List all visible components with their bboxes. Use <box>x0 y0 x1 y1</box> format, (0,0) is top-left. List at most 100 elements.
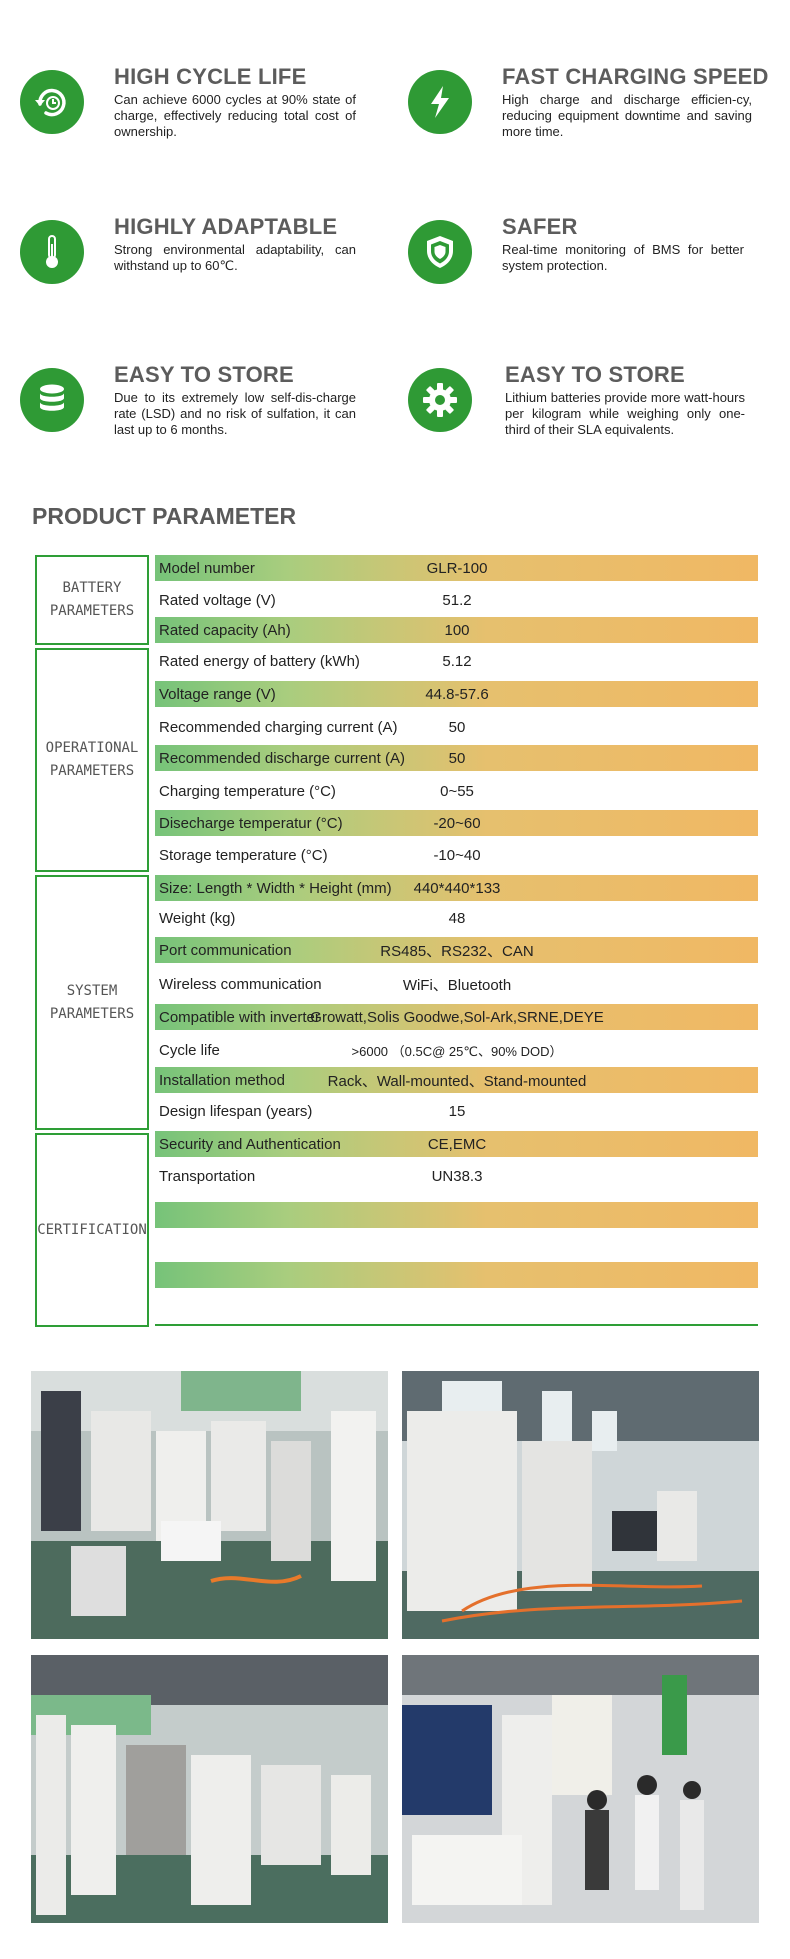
feature-high-cycle-life: HIGH CYCLE LIFE Can achieve 6000 cycles … <box>20 64 390 190</box>
param-value: -20~60 <box>433 814 481 832</box>
param-row: Voltage range (V) 44.8-57.6 <box>155 681 758 707</box>
thermometer-icon <box>20 220 84 284</box>
param-label: Recommended charging current (A) <box>159 718 398 736</box>
param-label: Disecharge temperatur (°C) <box>159 814 343 832</box>
group-label-line1: CERTIFICATION <box>37 1221 147 1238</box>
param-value: Growatt,Solis Goodwe,Sol-Ark,SRNE,DEYE <box>310 1008 604 1026</box>
cycle-clock-icon <box>20 70 84 134</box>
param-value: 0~55 <box>440 782 474 800</box>
feature-title: HIGH CYCLE LIFE <box>114 64 307 89</box>
param-value: >6000 （0.5C@ 25℃、90% DOD） <box>351 1043 563 1059</box>
feature-title: SAFER <box>502 214 578 239</box>
param-row-empty <box>155 1202 758 1228</box>
gear-icon <box>408 368 472 432</box>
param-value: 50 <box>448 749 466 767</box>
param-label: Charging temperature (°C) <box>159 782 336 800</box>
param-label: Rated voltage (V) <box>159 591 276 609</box>
param-row: Charging temperature (°C) 0~55 <box>155 778 758 804</box>
param-value: 100 <box>444 621 470 639</box>
param-label: Transportation <box>159 1167 256 1185</box>
param-label: Cycle life <box>159 1041 220 1059</box>
feature-title: EASY TO STORE <box>505 362 685 387</box>
param-value: 15 <box>448 1102 466 1120</box>
factory-photo-3 <box>31 1655 388 1923</box>
group-label-line2: PARAMETERS <box>49 603 135 619</box>
param-value: Rack、Wall-mounted、Stand-mounted <box>327 1072 587 1090</box>
feature-safer: SAFER Real-time monitoring of BMS for be… <box>408 214 778 340</box>
lightning-icon <box>408 70 472 134</box>
param-value: 50 <box>448 718 466 736</box>
factory-photo-2 <box>402 1371 759 1639</box>
param-row: Rated energy of battery (kWh) 5.12 <box>155 648 758 674</box>
feature-text: Due to its extremely low self-dis-charge… <box>114 390 356 437</box>
param-value: CE,EMC <box>427 1135 487 1153</box>
feature-title: HIGHLY ADAPTABLE <box>114 214 338 239</box>
section-title: PRODUCT PARAMETER <box>32 503 297 529</box>
feature-text: Real-time monitoring of BMS for better s… <box>502 242 744 273</box>
factory-photo-1 <box>31 1371 388 1639</box>
group-operational-parameters: OPERATIONAL PARAMETERS <box>35 648 149 872</box>
param-value: RS485、RS232、CAN <box>380 942 534 960</box>
param-row: Recommended discharge current (A) 50 <box>155 745 758 771</box>
param-row: Recommended charging current (A) 50 <box>155 714 758 740</box>
param-label: Recommended discharge current (A) <box>159 749 405 767</box>
param-label: Wireless communication <box>159 975 322 993</box>
database-icon <box>20 368 84 432</box>
group-battery-parameters: BATTERY PARAMETERS <box>35 555 149 645</box>
param-row: Storage temperature (°C) -10~40 <box>155 842 758 868</box>
param-row: Transportation UN38.3 <box>155 1163 758 1189</box>
param-value: WiFi、Bluetooth <box>402 976 512 994</box>
param-row: Size: Length * Width * Height (mm) 440*44… <box>155 875 758 901</box>
param-row: Cycle life >6000 （0.5C@ 25℃、90% DOD） <box>155 1037 758 1063</box>
feature-easy-to-store-2: EASY TO STORE Lithium batteries provide … <box>408 362 778 488</box>
param-row: Disecharge temperatur (°C) -20~60 <box>155 810 758 836</box>
param-row: Design lifespan (years) 15 <box>155 1098 758 1124</box>
param-row: Model number GLR-100 <box>155 555 758 581</box>
param-label: Voltage range (V) <box>159 685 276 703</box>
feature-text: High charge and discharge efficien-cy, r… <box>502 92 752 139</box>
feature-text: Lithium batteries provide more watt-hour… <box>505 390 745 437</box>
group-label-line1: SYSTEM <box>66 982 118 999</box>
group-system-parameters: SYSTEM PARAMETERS <box>35 875 149 1130</box>
feature-text: Strong environmental adaptability, can w… <box>114 242 356 273</box>
group-label-line2: PARAMETERS <box>49 1005 135 1022</box>
feature-title: EASY TO STORE <box>114 362 294 387</box>
table-bottom-line <box>155 1324 758 1326</box>
param-label: Port communication <box>159 941 292 959</box>
param-value: UN38.3 <box>431 1167 483 1185</box>
param-row: Weight (kg) 48 <box>155 905 758 931</box>
param-label: Compatible with inverter <box>159 1008 320 1026</box>
group-label-line1: BATTERY <box>62 580 122 596</box>
param-row: Rated voltage (V) 51.2 <box>155 587 758 613</box>
param-label: Installation method <box>159 1071 285 1089</box>
param-row: Port communication RS485、RS232、CAN <box>155 937 758 963</box>
param-row: Compatible with inverter Growatt,Solis Go… <box>155 1004 758 1030</box>
param-label: Storage temperature (°C) <box>159 846 328 864</box>
param-label: Size: Length * Width * Height (mm) <box>159 879 392 897</box>
param-row-empty <box>155 1262 758 1288</box>
feature-text: Can achieve 6000 cycles at 90% state of … <box>114 92 356 139</box>
group-certification: CERTIFICATION <box>35 1133 149 1327</box>
param-value: 51.2 <box>442 591 472 609</box>
feature-title: FAST CHARGING SPEED <box>502 64 769 89</box>
param-label: Design lifespan (years) <box>159 1102 313 1120</box>
param-label: Weight (kg) <box>159 909 236 927</box>
param-row-empty <box>155 1232 758 1258</box>
param-label: Rated energy of battery (kWh) <box>159 652 360 670</box>
param-label: Security and Authentication <box>159 1135 341 1153</box>
group-label-line1: OPERATIONAL <box>45 740 139 756</box>
feature-highly-adaptable: HIGHLY ADAPTABLE Strong environmental ad… <box>20 214 390 340</box>
param-value: 5.12 <box>442 652 472 670</box>
group-label-line2: PARAMETERS <box>49 763 135 779</box>
shield-icon <box>408 220 472 284</box>
param-row: Wireless communication WiFi、Bluetooth <box>155 971 758 997</box>
feature-easy-to-store-1: EASY TO STORE Due to its extremely low s… <box>20 362 390 488</box>
param-row: Security and Authentication CE,EMC <box>155 1131 758 1157</box>
param-label: Rated capacity (Ah) <box>159 621 291 639</box>
param-value: -10~40 <box>433 846 481 864</box>
param-value: 44.8-57.6 <box>425 685 489 703</box>
param-value: 440*440*133 <box>413 879 501 897</box>
param-label: Model number <box>159 559 255 577</box>
param-value: 48 <box>448 909 466 927</box>
param-value: GLR-100 <box>426 559 488 577</box>
